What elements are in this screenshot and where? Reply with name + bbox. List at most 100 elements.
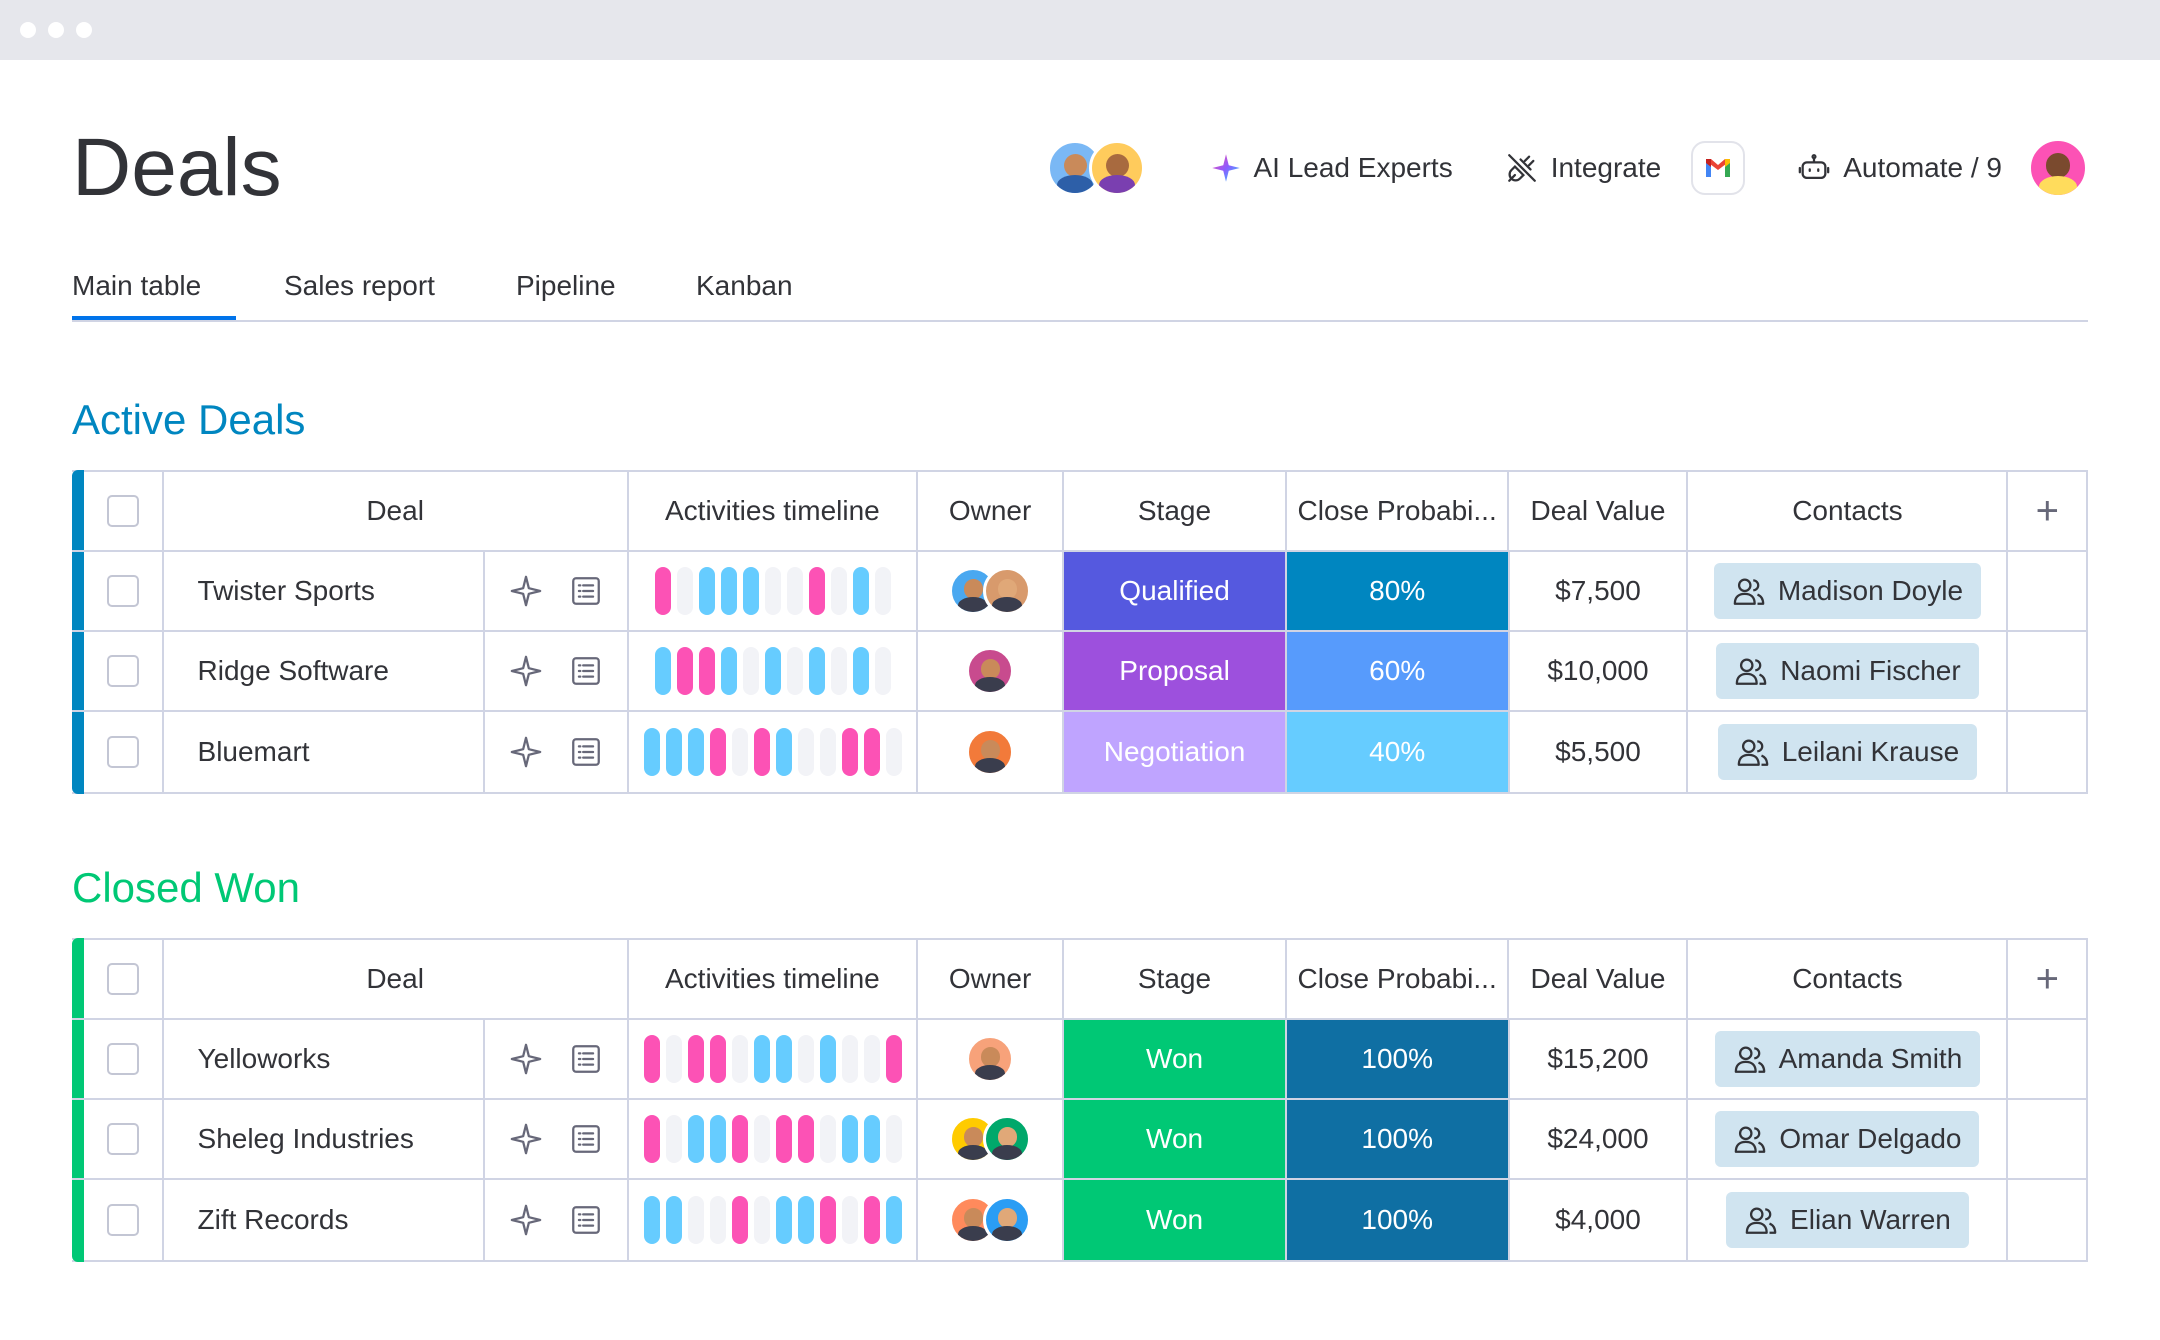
deal-name[interactable]: Zift Records — [164, 1180, 485, 1260]
window-dot-maximize[interactable] — [76, 22, 92, 38]
owner-cell[interactable] — [918, 632, 1065, 710]
owner-cell[interactable] — [918, 1100, 1065, 1178]
automate-button[interactable]: Automate / 9 — [1797, 151, 2002, 185]
item-updates-icon[interactable] — [569, 735, 603, 769]
column-header-probability[interactable]: Close Probabi... — [1287, 940, 1510, 1018]
column-header-deal[interactable]: Deal — [164, 940, 629, 1018]
row-checkbox[interactable] — [106, 736, 139, 768]
column-header-activities[interactable]: Activities timeline — [629, 940, 918, 1018]
contact-chip[interactable]: Omar Delgado — [1715, 1111, 1980, 1167]
contact-chip[interactable]: Leilani Krause — [1717, 724, 1978, 780]
add-column-button[interactable]: + — [2008, 940, 2086, 1018]
column-header-owner[interactable]: Owner — [918, 472, 1065, 550]
ai-lead-experts-button[interactable]: AI Lead Experts — [1211, 152, 1453, 184]
contact-chip[interactable]: Naomi Fischer — [1716, 643, 1979, 699]
table-row[interactable]: Twister Sports Qualified 80% $7,500 Madison … — [72, 552, 2086, 632]
column-header-probability[interactable]: Close Probabi... — [1287, 472, 1510, 550]
row-checkbox[interactable] — [106, 575, 139, 607]
gmail-integration[interactable] — [1691, 141, 1746, 195]
deal-value[interactable]: $15,200 — [1510, 1020, 1689, 1098]
activities-timeline[interactable] — [629, 1180, 919, 1260]
table-row[interactable]: Yelloworks Won 100% $15,200 Amanda Smith — [72, 1020, 2086, 1100]
contact-chip[interactable]: Amanda Smith — [1714, 1031, 1981, 1087]
tab-kanban[interactable]: Kanban — [696, 270, 793, 301]
close-probability[interactable]: 60% — [1286, 632, 1510, 710]
deal-value[interactable]: $7,500 — [1510, 552, 1689, 630]
close-probability[interactable]: 80% — [1286, 552, 1510, 630]
column-header-stage[interactable]: Stage — [1064, 940, 1287, 1018]
deal-value[interactable]: $24,000 — [1510, 1100, 1689, 1178]
deal-value[interactable]: $5,500 — [1510, 712, 1689, 792]
stage-status[interactable]: Qualified — [1064, 552, 1287, 630]
table-row[interactable]: Ridge Software Proposal 60% $10,000 Naomi Fi… — [72, 632, 2086, 712]
stage-status[interactable]: Won — [1064, 1020, 1287, 1098]
table-row[interactable]: Bluemart Negotiation 40% $5,500 Leilani Krau… — [72, 712, 2086, 792]
column-header-value[interactable]: Deal Value — [1509, 472, 1689, 550]
owner-avatar[interactable] — [983, 1115, 1032, 1163]
row-checkbox[interactable] — [106, 655, 139, 687]
column-header-value[interactable]: Deal Value — [1509, 940, 1689, 1018]
column-header-owner[interactable]: Owner — [918, 940, 1065, 1018]
close-probability[interactable]: 100% — [1286, 1020, 1510, 1098]
table-row[interactable]: Sheleg Industries Won 100% $24,000 Omar Delg… — [72, 1100, 2086, 1180]
activities-timeline[interactable] — [629, 632, 919, 710]
activities-timeline[interactable] — [629, 712, 919, 792]
deal-name[interactable]: Yelloworks — [164, 1020, 485, 1098]
tab-pipeline[interactable]: Pipeline — [516, 270, 616, 301]
owner-cell[interactable] — [918, 1180, 1065, 1260]
deal-name[interactable]: Sheleg Industries — [164, 1100, 485, 1178]
column-header-contacts[interactable]: Contacts — [1688, 472, 2009, 550]
item-updates-icon[interactable] — [569, 1122, 603, 1156]
owner-avatar[interactable] — [966, 647, 1015, 695]
group-title[interactable]: Closed Won — [72, 864, 301, 911]
integrate-button[interactable]: Integrate — [1505, 141, 1746, 195]
ai-sparkle-icon[interactable] — [509, 574, 543, 608]
close-probability[interactable]: 100% — [1286, 1100, 1510, 1178]
ai-sparkle-icon[interactable] — [509, 1122, 543, 1156]
item-updates-icon[interactable] — [569, 654, 603, 688]
owner-cell[interactable] — [918, 1020, 1065, 1098]
owner-cell[interactable] — [918, 552, 1065, 630]
owner-avatar[interactable] — [966, 1035, 1015, 1083]
ai-experts-avatars[interactable] — [1047, 140, 1146, 196]
owner-cell[interactable] — [918, 712, 1065, 792]
column-header-contacts[interactable]: Contacts — [1688, 940, 2009, 1018]
deal-name[interactable]: Bluemart — [164, 712, 485, 792]
select-all-checkbox[interactable] — [106, 495, 139, 527]
owner-avatar[interactable] — [966, 728, 1015, 776]
deal-name[interactable]: Ridge Software — [164, 632, 485, 710]
row-checkbox[interactable] — [106, 1043, 139, 1075]
item-updates-icon[interactable] — [569, 1042, 603, 1076]
row-checkbox[interactable] — [106, 1204, 139, 1236]
group-title[interactable]: Active Deals — [72, 396, 306, 443]
ai-sparkle-icon[interactable] — [509, 1203, 543, 1237]
close-probability[interactable]: 100% — [1286, 1180, 1510, 1260]
ai-sparkle-icon[interactable] — [509, 654, 543, 688]
stage-status[interactable]: Proposal — [1064, 632, 1287, 710]
deal-value[interactable]: $4,000 — [1510, 1180, 1689, 1260]
stage-status[interactable]: Negotiation — [1064, 712, 1287, 792]
item-updates-icon[interactable] — [569, 1203, 603, 1237]
item-updates-icon[interactable] — [569, 574, 603, 608]
add-column-button[interactable]: + — [2008, 472, 2086, 550]
activities-timeline[interactable] — [629, 552, 919, 630]
row-checkbox[interactable] — [106, 1123, 139, 1155]
column-header-deal[interactable]: Deal — [164, 472, 629, 550]
close-probability[interactable]: 40% — [1286, 712, 1510, 792]
owner-avatar[interactable] — [983, 567, 1032, 615]
contact-chip[interactable]: Elian Warren — [1726, 1192, 1969, 1248]
activities-timeline[interactable] — [629, 1100, 919, 1178]
ai-sparkle-icon[interactable] — [509, 1042, 543, 1076]
window-dot-minimize[interactable] — [48, 22, 64, 38]
deal-name[interactable]: Twister Sports — [164, 552, 485, 630]
select-all-checkbox[interactable] — [106, 963, 139, 995]
ai-sparkle-icon[interactable] — [509, 735, 543, 769]
column-header-activities[interactable]: Activities timeline — [629, 472, 918, 550]
deal-value[interactable]: $10,000 — [1510, 632, 1689, 710]
user-avatar[interactable] — [2028, 138, 2088, 198]
activities-timeline[interactable] — [629, 1020, 919, 1098]
stage-status[interactable]: Won — [1064, 1180, 1287, 1260]
table-row[interactable]: Zift Records Won 100% $4,000 Elian Warren — [72, 1180, 2086, 1260]
tab-main-table[interactable]: Main table — [72, 270, 236, 320]
stage-status[interactable]: Won — [1064, 1100, 1287, 1178]
